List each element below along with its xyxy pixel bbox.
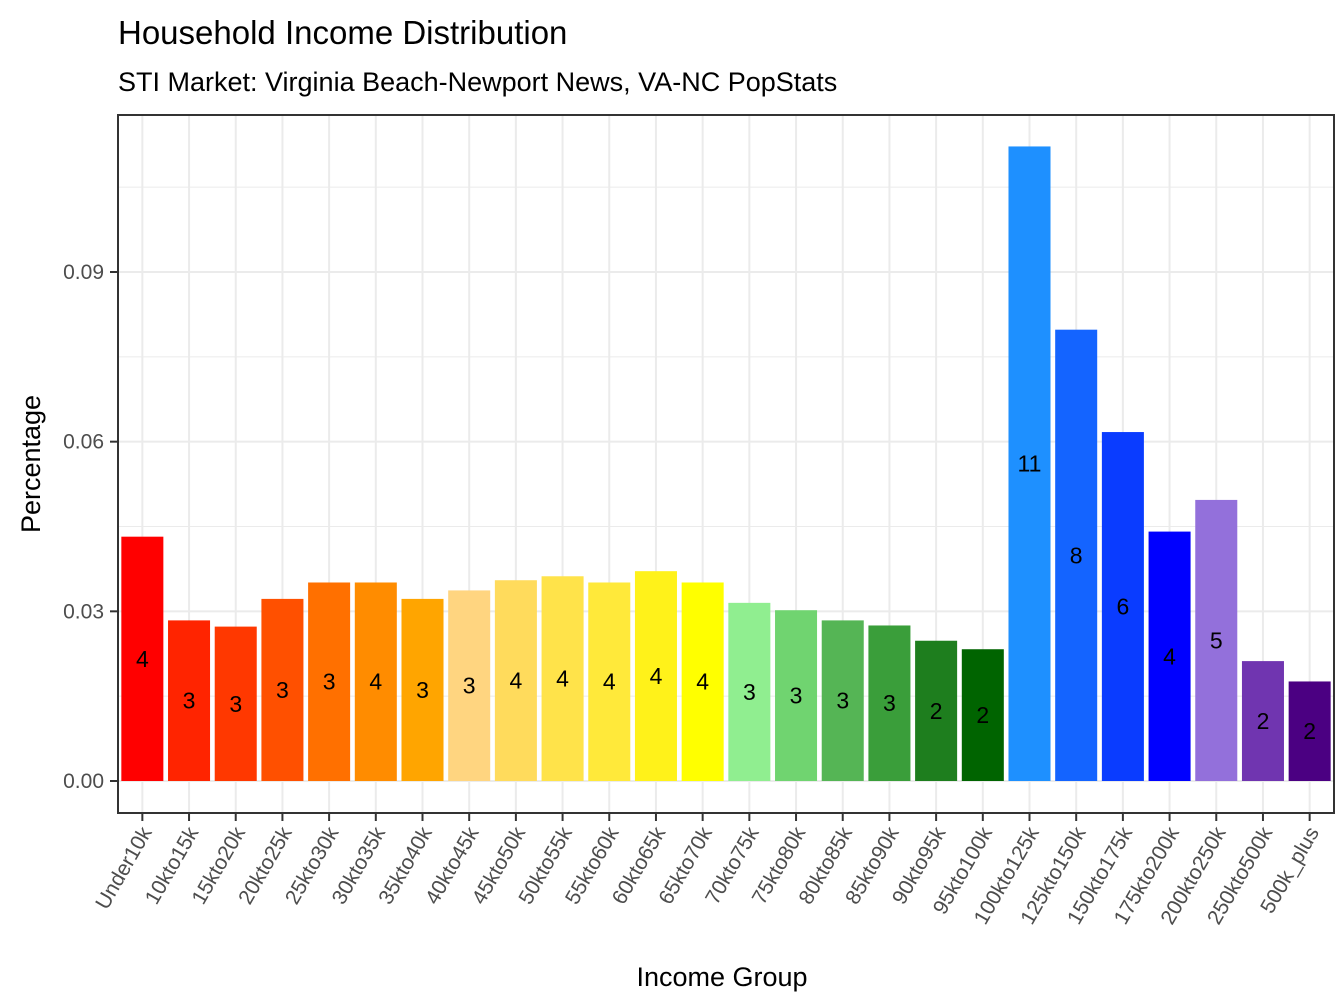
x-axis: Under10k10kto15k15kto20k20kto25k25kto30k… [91, 813, 1324, 929]
bar-data-label: 3 [790, 683, 803, 709]
bar-95kto100k [961, 649, 1004, 781]
bar-data-label: 2 [1257, 708, 1270, 734]
bar-150kto175k [1101, 432, 1144, 781]
bar-60kto65k [634, 571, 677, 781]
bar-data-label: 4 [369, 669, 382, 695]
y-tick-label: 0.03 [63, 600, 104, 623]
panel-border [117, 114, 1335, 814]
y-tick-label: 0.06 [63, 431, 104, 454]
bar-125kto150k [1055, 329, 1098, 781]
bar-data-label: 4 [556, 666, 569, 692]
bar-55kto60k [588, 582, 631, 781]
bar-70kto75k [728, 602, 771, 781]
bar-500k_plus [1288, 681, 1331, 781]
bar-data-label: 5 [1210, 627, 1223, 653]
bar-Under10k [121, 536, 164, 781]
bar-200kto250k [1195, 499, 1238, 781]
bar-data-label: 2 [976, 702, 989, 728]
bar-90kto95k [915, 640, 958, 781]
bar-data-label: 11 [1018, 451, 1042, 477]
bar-100kto125k [1008, 146, 1051, 782]
bar-data-label: 6 [1116, 594, 1129, 620]
bar-65kto70k [681, 582, 724, 781]
bar-data-label: 3 [323, 669, 336, 695]
bar-labels: 4 3 3 3 3 4 3 3 4 4 4 4 4 3 3 3 3 2 2 11 8 6 4 5 2 2 [136, 451, 1316, 745]
bar-data-label: 4 [650, 663, 663, 689]
bar-25kto30k [308, 582, 351, 781]
y-tick-label: 0.00 [63, 770, 104, 793]
bar-20kto25k [261, 598, 304, 781]
bar-10kto15k [168, 620, 211, 781]
bar-data-label: 3 [743, 679, 756, 705]
bar-data-label: 3 [183, 688, 196, 714]
bar-data-label: 3 [416, 677, 429, 703]
bar-50kto55k [541, 576, 584, 781]
x-axis-title: Income Group [636, 962, 807, 992]
bar-data-label: 2 [930, 698, 943, 724]
y-axis-title: Percentage [16, 395, 46, 533]
bar-data-label: 3 [276, 677, 289, 703]
y-tick-label: 0.09 [63, 261, 104, 284]
bar-75kto80k [775, 610, 818, 781]
bar-175kto200k [1148, 531, 1191, 781]
bar-data-label: 4 [136, 646, 149, 672]
bar-data-label: 4 [603, 669, 616, 695]
bar-80kto85k [821, 620, 864, 781]
bar-35kto40k [401, 598, 444, 781]
bar-40kto45k [448, 590, 491, 781]
y-axis: 0.00 0.03 0.06 0.09 [63, 261, 118, 793]
bar-45kto50k [494, 580, 537, 781]
bar-data-label: 3 [463, 673, 476, 699]
bar-250kto500k [1241, 661, 1284, 781]
bar-30kto35k [354, 582, 397, 781]
bar-85kto90k [868, 625, 911, 781]
chart-title: Household Income Distribution [118, 14, 567, 51]
bar-data-label: 2 [1303, 718, 1316, 744]
bars [121, 146, 1331, 782]
chart-subtitle: STI Market: Virginia Beach-Newport News,… [118, 67, 837, 97]
bar-data-label: 3 [229, 691, 242, 717]
bar-data-label: 3 [836, 688, 849, 714]
bar-data-label: 4 [1163, 643, 1176, 669]
bar-15kto20k [214, 626, 257, 781]
bar-data-label: 4 [509, 668, 522, 694]
bar-data-label: 4 [696, 669, 709, 695]
bar-data-label: 3 [883, 690, 896, 716]
bar-data-label: 8 [1070, 542, 1083, 568]
